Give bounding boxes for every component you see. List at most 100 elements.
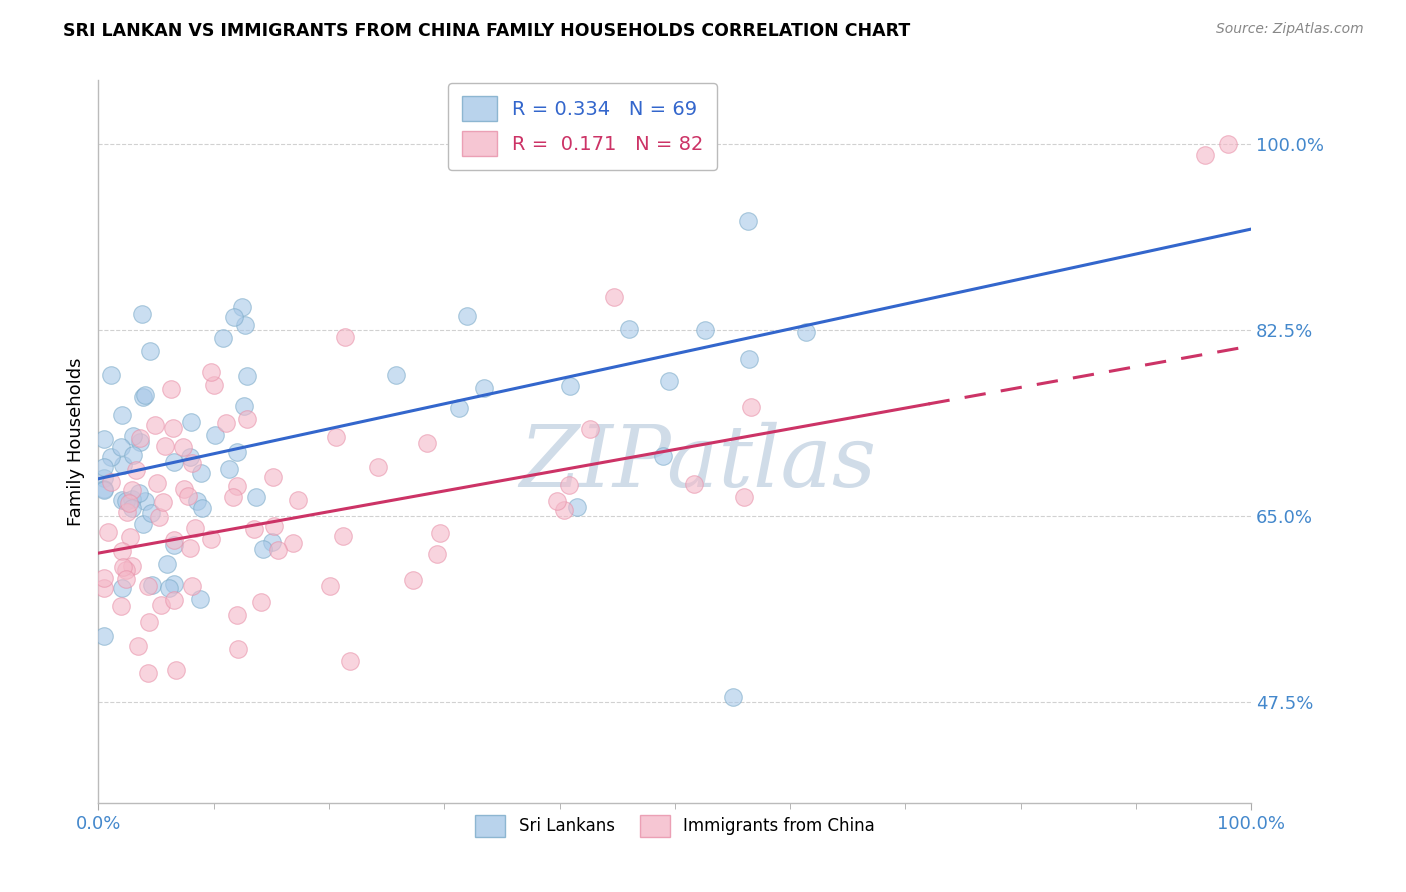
Point [226, 641, 249, 656]
Point [236, 369, 259, 384]
Point [110, 441, 132, 455]
Point [332, 528, 354, 542]
Point [447, 401, 470, 415]
Point [121, 492, 143, 507]
Point [553, 503, 575, 517]
Point [131, 516, 153, 531]
Point [181, 579, 204, 593]
Point [202, 377, 225, 392]
Point [111, 458, 134, 472]
Point [226, 607, 249, 622]
Point [652, 449, 675, 463]
Point [721, 690, 744, 704]
Point [136, 579, 159, 593]
Point [260, 534, 283, 549]
Point [143, 418, 166, 433]
Point [235, 412, 257, 426]
Point [163, 538, 186, 552]
Point [250, 595, 273, 609]
Point [190, 467, 212, 481]
Point [200, 533, 222, 547]
Point [474, 381, 496, 395]
Point [93, 470, 115, 484]
Point [191, 500, 214, 515]
Point [179, 541, 201, 556]
Point [683, 477, 706, 491]
Point [112, 560, 135, 574]
Text: Source: ZipAtlas.com: Source: ZipAtlas.com [1216, 22, 1364, 37]
Point [134, 493, 156, 508]
Point [111, 581, 134, 595]
Point [1218, 136, 1240, 151]
Text: SRI LANKAN VS IMMIGRANTS FROM CHINA FAMILY HOUSEHOLDS CORRELATION CHART: SRI LANKAN VS IMMIGRANTS FROM CHINA FAMI… [63, 22, 911, 40]
Point [162, 421, 184, 435]
Point [794, 325, 817, 339]
Point [118, 495, 141, 509]
Point [115, 494, 138, 508]
Point [163, 576, 186, 591]
Point [121, 483, 143, 498]
Point [93, 581, 115, 595]
Point [128, 431, 150, 445]
Text: ZIPatlas: ZIPatlas [519, 422, 876, 505]
Point [121, 559, 143, 574]
Point [233, 318, 256, 332]
Point [266, 543, 288, 558]
Point [134, 387, 156, 401]
Point [733, 491, 755, 505]
Point [110, 599, 132, 613]
Point [121, 500, 143, 515]
Point [157, 581, 180, 595]
Point [125, 463, 148, 477]
Point [231, 301, 253, 315]
Point [131, 307, 153, 321]
Point [186, 493, 208, 508]
Point [367, 459, 389, 474]
Point [146, 475, 169, 490]
Point [218, 461, 240, 475]
Point [693, 323, 716, 337]
Point [737, 352, 759, 367]
Point [204, 427, 226, 442]
Point [136, 665, 159, 680]
Point [111, 544, 134, 558]
Point [93, 483, 115, 497]
Point [426, 547, 449, 561]
Point [93, 432, 115, 446]
Point [565, 500, 588, 514]
Point [221, 491, 243, 505]
Point [603, 290, 626, 304]
Point [122, 429, 145, 443]
Point [93, 483, 115, 497]
Point [156, 557, 179, 571]
Point [150, 598, 173, 612]
Point [110, 493, 132, 508]
Point [128, 434, 150, 449]
Point [617, 322, 640, 336]
Point [233, 399, 256, 413]
Point [1194, 147, 1216, 161]
Point [118, 530, 141, 544]
Point [281, 536, 304, 550]
Point [252, 541, 274, 556]
Point [180, 415, 202, 429]
Point [165, 663, 187, 677]
Point [163, 593, 186, 607]
Point [737, 213, 759, 227]
Point [339, 654, 361, 668]
Point [173, 483, 195, 497]
Point [333, 330, 356, 344]
Point [93, 459, 115, 474]
Point [139, 506, 162, 520]
Point [153, 439, 176, 453]
Point [115, 572, 138, 586]
Y-axis label: Family Households: Family Households [66, 358, 84, 525]
Point [97, 525, 120, 540]
Point [100, 368, 122, 382]
Point [181, 457, 204, 471]
Point [456, 310, 478, 324]
Point [163, 533, 186, 547]
Point [172, 440, 194, 454]
Point [224, 310, 246, 325]
Point [100, 475, 122, 490]
